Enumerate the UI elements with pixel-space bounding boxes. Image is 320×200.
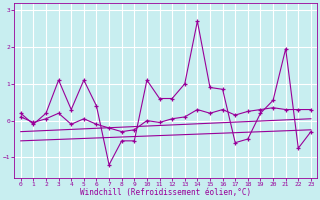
X-axis label: Windchill (Refroidissement éolien,°C): Windchill (Refroidissement éolien,°C) — [80, 188, 252, 197]
